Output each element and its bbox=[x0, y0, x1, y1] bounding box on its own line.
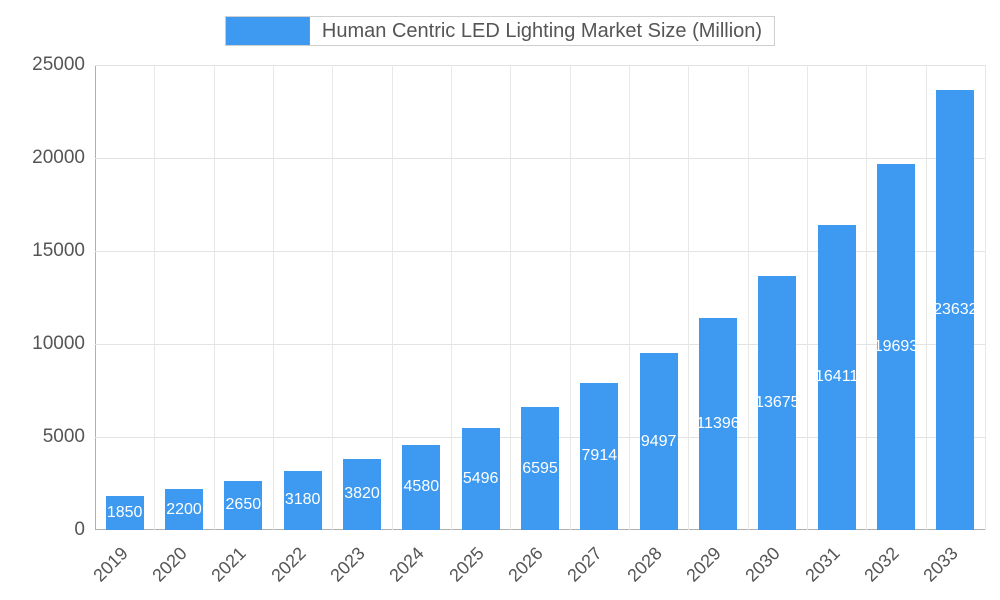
bar[interactable]: 11396 bbox=[699, 318, 737, 530]
y-tick-label: 25000 bbox=[32, 54, 85, 75]
y-gridline bbox=[95, 251, 985, 252]
x-tick-label: 2032 bbox=[860, 543, 903, 586]
bar[interactable]: 4580 bbox=[402, 444, 441, 530]
bar-value-label: 19693 bbox=[877, 337, 915, 355]
bar[interactable]: 1850 bbox=[105, 495, 144, 530]
bar-value-label: 2650 bbox=[225, 496, 262, 514]
x-tick-label: 2019 bbox=[88, 543, 132, 586]
y-axis-line bbox=[95, 65, 96, 530]
bar[interactable]: 2200 bbox=[165, 489, 203, 530]
bar-value-label: 16411 bbox=[817, 368, 856, 386]
bar-value-label: 9497 bbox=[640, 432, 677, 450]
x-gridline bbox=[154, 65, 156, 530]
bar-value-label: 13675 bbox=[758, 393, 797, 411]
x-gridline bbox=[391, 65, 393, 530]
y-tick-label: 10000 bbox=[32, 333, 85, 354]
x-tick-label: 2029 bbox=[682, 543, 725, 586]
x-tick-label: 2030 bbox=[741, 543, 785, 586]
bar[interactable]: 7914 bbox=[580, 382, 619, 530]
x-gridline bbox=[807, 65, 808, 530]
x-gridline bbox=[213, 65, 215, 530]
x-tick-label: 2021 bbox=[207, 543, 251, 586]
bar[interactable]: 23632 bbox=[936, 90, 975, 530]
bar-value-label: 11396 bbox=[699, 415, 737, 433]
x-gridline bbox=[747, 65, 749, 530]
y-tick-label: 20000 bbox=[32, 147, 85, 168]
bar[interactable]: 16411 bbox=[817, 224, 856, 530]
x-tick-label: 2024 bbox=[385, 543, 429, 586]
x-tick-label: 2026 bbox=[504, 543, 547, 586]
x-tick-label: 2027 bbox=[563, 543, 607, 586]
x-gridline bbox=[510, 65, 512, 530]
x-tick-label: 2020 bbox=[148, 543, 191, 586]
x-tick-label: 2022 bbox=[266, 543, 310, 586]
y-tick-label: 0 bbox=[74, 519, 85, 540]
bar-value-label: 3180 bbox=[284, 491, 321, 509]
y-tick-label: 5000 bbox=[42, 426, 85, 447]
bar[interactable]: 3180 bbox=[283, 470, 322, 530]
bar-value-label: 4580 bbox=[403, 478, 440, 496]
bar-value-label: 5496 bbox=[462, 469, 499, 487]
y-gridline bbox=[95, 158, 985, 159]
bar[interactable]: 13675 bbox=[758, 275, 797, 530]
y-gridline bbox=[95, 344, 985, 345]
legend: Human Centric LED Lighting Market Size (… bbox=[224, 16, 776, 46]
y-tick-label: 15000 bbox=[32, 240, 85, 261]
x-tick-label: 2031 bbox=[800, 543, 844, 586]
x-gridline bbox=[273, 65, 274, 530]
bar[interactable]: 2650 bbox=[224, 480, 263, 530]
x-gridline bbox=[925, 65, 927, 530]
x-tick-label: 2025 bbox=[444, 543, 488, 586]
x-tick-label: 2033 bbox=[919, 543, 963, 586]
bar[interactable]: 6595 bbox=[521, 407, 559, 530]
bar[interactable]: 9497 bbox=[639, 353, 678, 530]
x-gridline bbox=[332, 65, 334, 530]
bar-value-label: 1850 bbox=[106, 503, 143, 521]
bar[interactable]: 3820 bbox=[343, 458, 381, 530]
bar-value-label: 2200 bbox=[166, 500, 202, 518]
x-gridline bbox=[866, 65, 868, 530]
bar-value-label: 6595 bbox=[522, 459, 558, 477]
plot-area: 0 5000 10000 15000 20000 25000 1850 2019 2200 202… bbox=[32, 54, 986, 586]
y-gridline bbox=[95, 65, 985, 66]
x-tick-label: 2023 bbox=[326, 543, 369, 586]
x-gridline bbox=[451, 65, 452, 530]
bar[interactable]: 5496 bbox=[461, 427, 500, 530]
bar-value-label: 23632 bbox=[936, 301, 975, 319]
bar-value-label: 7914 bbox=[581, 447, 618, 465]
x-gridline bbox=[629, 65, 630, 530]
bar-value-label: 3820 bbox=[344, 485, 380, 503]
chart-title: Human Centric LED Lighting Market Size (… bbox=[321, 19, 763, 42]
x-tick-label: 2028 bbox=[622, 543, 666, 586]
x-gridline bbox=[688, 65, 690, 530]
legend-swatch bbox=[225, 17, 310, 45]
bar[interactable]: 19693 bbox=[877, 163, 915, 530]
x-gridline bbox=[569, 65, 571, 530]
x-gridline bbox=[985, 65, 986, 530]
